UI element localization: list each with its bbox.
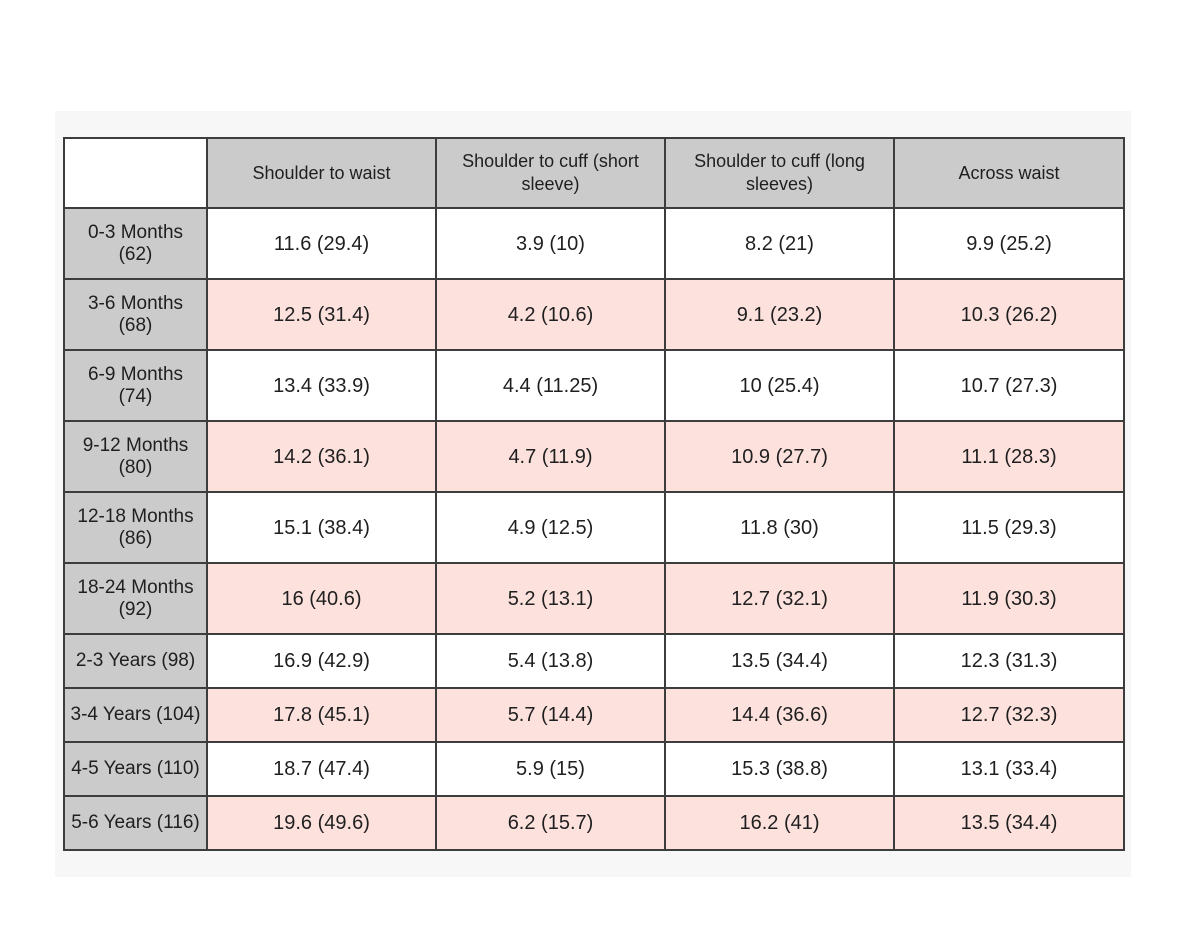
data-cell: 9.9 (25.2) [893, 207, 1125, 280]
data-cell: 11.6 (29.4) [206, 207, 437, 280]
data-cell: 15.3 (38.8) [664, 741, 895, 797]
data-cell: 5.2 (13.1) [435, 562, 666, 635]
data-cell: 16.2 (41) [664, 795, 895, 851]
data-cell: 11.8 (30) [664, 491, 895, 564]
table-row: 18-24 Months (92) 16 (40.6) 5.2 (13.1) 12.7… [63, 562, 1125, 635]
data-cell: 4.9 (12.5) [435, 491, 666, 564]
table-row: 12-18 Months (86) 15.1 (38.4) 4.9 (12.5) 11… [63, 491, 1125, 564]
data-cell: 10 (25.4) [664, 349, 895, 422]
data-cell: 10.3 (26.2) [893, 278, 1125, 351]
row-label-cell: 12-18 Months (86) [63, 491, 208, 564]
data-cell: 12.7 (32.1) [664, 562, 895, 635]
row-label-cell: 2-3 Years (98) [63, 633, 208, 689]
data-cell: 13.5 (34.4) [893, 795, 1125, 851]
table-row: 6-9 Months (74) 13.4 (33.9) 4.4 (11.25) 10 … [63, 349, 1125, 422]
data-cell: 3.9 (10) [435, 207, 666, 280]
data-cell: 19.6 (49.6) [206, 795, 437, 851]
size-chart-header: Shoulder to waist Shoulder to cuff (short… [63, 137, 1125, 209]
row-label-cell: 18-24 Months (92) [63, 562, 208, 635]
data-cell: 11.5 (29.3) [893, 491, 1125, 564]
table-row: 5-6 Years (116) 19.6 (49.6) 6.2 (15.7) 16.2… [63, 795, 1125, 851]
data-cell: 8.2 (21) [664, 207, 895, 280]
data-cell: 4.4 (11.25) [435, 349, 666, 422]
data-cell: 16.9 (42.9) [206, 633, 437, 689]
data-cell: 14.2 (36.1) [206, 420, 437, 493]
row-label-cell: 3-6 Months (68) [63, 278, 208, 351]
table-row: 0-3 Months (62) 11.6 (29.4) 3.9 (10) 8.2 (2… [63, 207, 1125, 280]
data-cell: 13.4 (33.9) [206, 349, 437, 422]
column-header-cell: Shoulder to cuff (short sleeve) [435, 137, 666, 209]
data-cell: 14.4 (36.6) [664, 687, 895, 743]
size-chart-body: 0-3 Months (62) 11.6 (29.4) 3.9 (10) 8.2 (2… [63, 207, 1125, 851]
table-row: 3-4 Years (104) 17.8 (45.1) 5.7 (14.4) 14.4… [63, 687, 1125, 743]
header-row: Shoulder to waist Shoulder to cuff (short… [63, 137, 1125, 209]
data-cell: 5.9 (15) [435, 741, 666, 797]
data-cell: 6.2 (15.7) [435, 795, 666, 851]
data-cell: 5.7 (14.4) [435, 687, 666, 743]
table-row: 9-12 Months (80) 14.2 (36.1) 4.7 (11.9) 10.… [63, 420, 1125, 493]
data-cell: 17.8 (45.1) [206, 687, 437, 743]
corner-cell [63, 137, 208, 209]
row-label-cell: 5-6 Years (116) [63, 795, 208, 851]
data-cell: 12.7 (32.3) [893, 687, 1125, 743]
data-cell: 4.2 (10.6) [435, 278, 666, 351]
data-cell: 13.5 (34.4) [664, 633, 895, 689]
data-cell: 10.9 (27.7) [664, 420, 895, 493]
row-label-cell: 3-4 Years (104) [63, 687, 208, 743]
column-header-cell: Shoulder to cuff (long sleeves) [664, 137, 895, 209]
data-cell: 4.7 (11.9) [435, 420, 666, 493]
size-chart-panel: Shoulder to waist Shoulder to cuff (short… [55, 111, 1131, 877]
row-label-cell: 4-5 Years (110) [63, 741, 208, 797]
row-label-cell: 0-3 Months (62) [63, 207, 208, 280]
data-cell: 18.7 (47.4) [206, 741, 437, 797]
table-row: 3-6 Months (68) 12.5 (31.4) 4.2 (10.6) 9.1 … [63, 278, 1125, 351]
row-label-cell: 9-12 Months (80) [63, 420, 208, 493]
column-header-cell: Across waist [893, 137, 1125, 209]
data-cell: 5.4 (13.8) [435, 633, 666, 689]
data-cell: 12.5 (31.4) [206, 278, 437, 351]
data-cell: 15.1 (38.4) [206, 491, 437, 564]
data-cell: 13.1 (33.4) [893, 741, 1125, 797]
data-cell: 10.7 (27.3) [893, 349, 1125, 422]
table-row: 4-5 Years (110) 18.7 (47.4) 5.9 (15) 15.3 (… [63, 741, 1125, 797]
data-cell: 11.1 (28.3) [893, 420, 1125, 493]
table-row: 2-3 Years (98) 16.9 (42.9) 5.4 (13.8) 13.5 … [63, 633, 1125, 689]
data-cell: 16 (40.6) [206, 562, 437, 635]
column-header-cell: Shoulder to waist [206, 137, 437, 209]
data-cell: 12.3 (31.3) [893, 633, 1125, 689]
row-label-cell: 6-9 Months (74) [63, 349, 208, 422]
size-chart-table: Shoulder to waist Shoulder to cuff (short… [63, 137, 1125, 851]
data-cell: 11.9 (30.3) [893, 562, 1125, 635]
data-cell: 9.1 (23.2) [664, 278, 895, 351]
